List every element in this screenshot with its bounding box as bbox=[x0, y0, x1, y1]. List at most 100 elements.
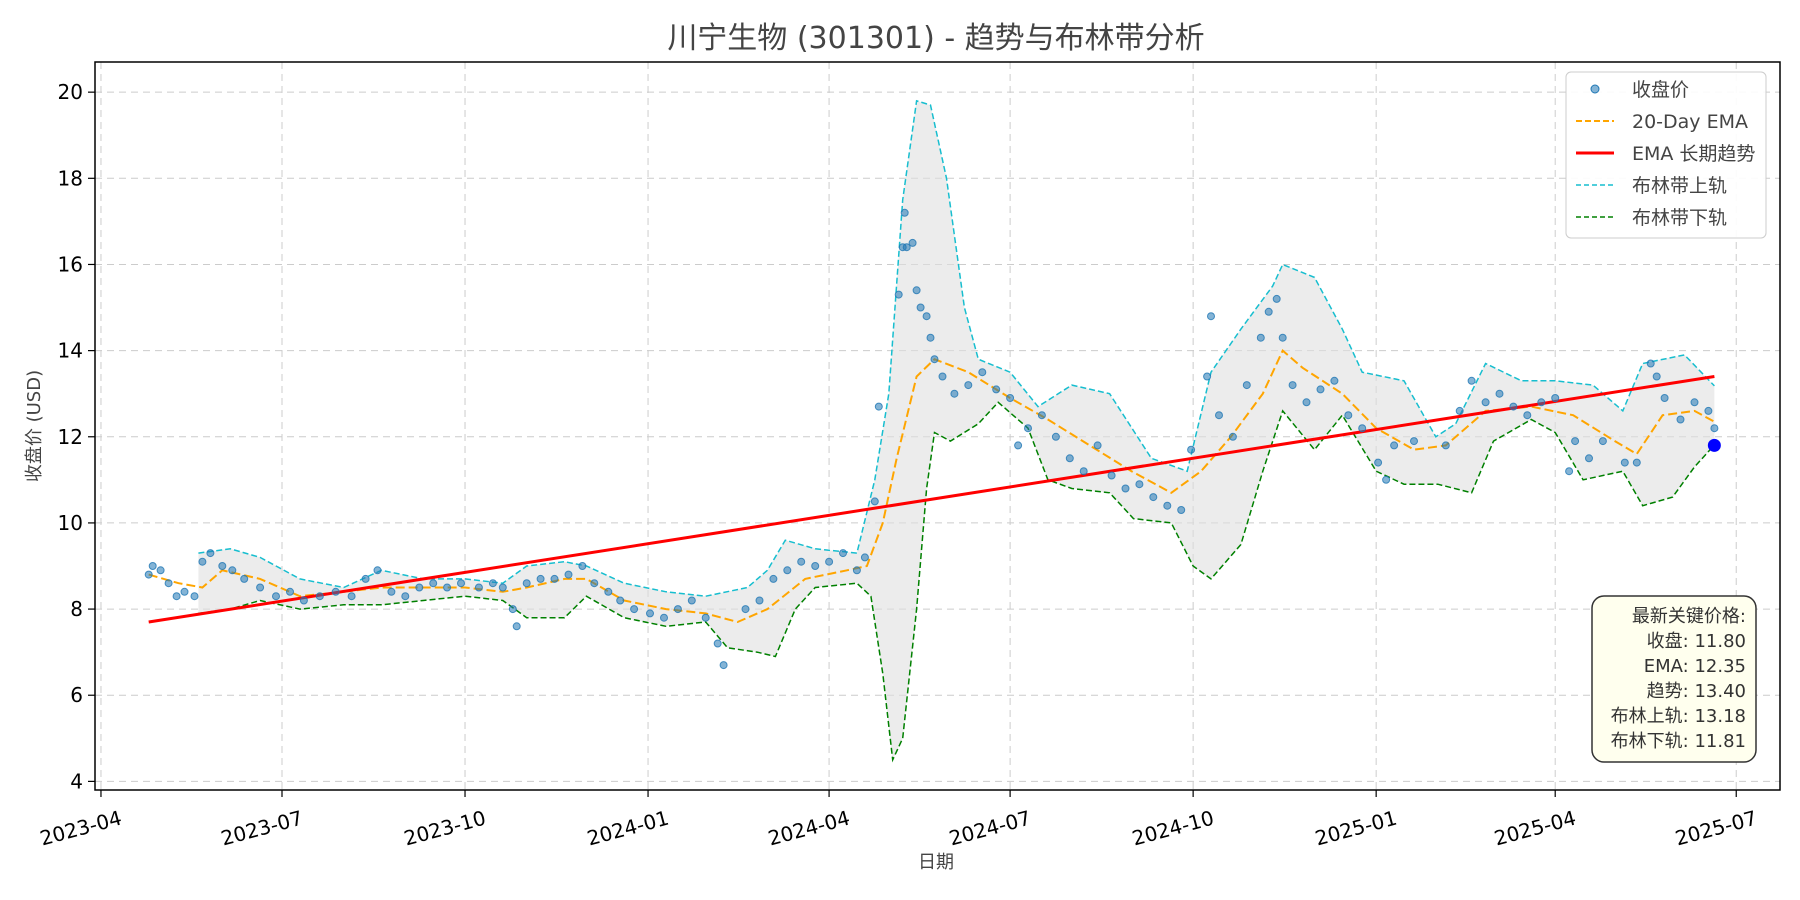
close-price-point bbox=[1215, 411, 1223, 420]
info-box-line: EMA: 12.35 bbox=[1644, 656, 1746, 677]
close-price-point bbox=[1551, 394, 1560, 402]
legend-label: 20-Day EMA bbox=[1632, 111, 1748, 133]
close-price-point bbox=[373, 566, 382, 575]
x-tick-label: 2024-04 bbox=[765, 806, 852, 851]
close-price-point bbox=[741, 605, 750, 614]
close-price-point bbox=[1598, 437, 1607, 446]
close-price-point bbox=[604, 587, 613, 596]
close-price-point bbox=[852, 566, 861, 575]
info-box-line: 布林上轨: 13.18 bbox=[1611, 706, 1746, 727]
close-price-point bbox=[578, 562, 587, 570]
close-price-point bbox=[894, 290, 903, 299]
close-price-point bbox=[1676, 415, 1685, 424]
close-price-point bbox=[1455, 406, 1464, 415]
x-tick-label: 2023-04 bbox=[37, 806, 124, 851]
bollinger-lower-line bbox=[198, 401, 1715, 763]
y-tick-label: 18 bbox=[58, 166, 83, 190]
bollinger-band-area bbox=[198, 100, 1715, 760]
close-price-point bbox=[811, 562, 820, 570]
close-price-point bbox=[1690, 398, 1699, 407]
close-price-point bbox=[1264, 307, 1273, 316]
close-price-point bbox=[1187, 445, 1196, 454]
close-price-point bbox=[825, 557, 834, 566]
close-price-point bbox=[1107, 471, 1116, 480]
close-price-point bbox=[1390, 441, 1399, 450]
close-price-point bbox=[1302, 398, 1311, 407]
close-price-point bbox=[331, 587, 340, 596]
x-tick-label: 2025-01 bbox=[1313, 806, 1400, 851]
close-price-point bbox=[498, 583, 507, 592]
close-price-point bbox=[719, 661, 728, 670]
close-price-point bbox=[272, 592, 280, 601]
close-price-point bbox=[1079, 467, 1088, 476]
close-price-point bbox=[156, 566, 165, 575]
y-tick-label: 20 bbox=[58, 80, 83, 104]
close-price-point bbox=[1065, 454, 1074, 463]
close-price-point bbox=[922, 312, 931, 321]
close-price-point bbox=[1093, 441, 1102, 450]
close-price-point bbox=[874, 402, 883, 411]
close-price-point bbox=[1177, 506, 1186, 514]
x-axis: 2023-04 2023-07 2023-10 2024-01 2024-04 2024-… bbox=[37, 790, 1760, 851]
close-price-point bbox=[616, 596, 625, 605]
latest-close-marker bbox=[1707, 438, 1721, 452]
legend-label: 布林带下轨 bbox=[1632, 207, 1727, 229]
close-price-point bbox=[646, 609, 654, 618]
close-price-point bbox=[347, 592, 356, 601]
y-axis-label: 收盘价 (USD) bbox=[24, 370, 45, 482]
y-tick-label: 14 bbox=[58, 339, 83, 363]
close-price-point bbox=[701, 613, 710, 622]
close-price-point bbox=[522, 579, 531, 588]
close-price-point bbox=[839, 549, 847, 558]
close-price-point bbox=[508, 605, 517, 614]
close-price-point bbox=[315, 592, 324, 601]
info-box-frame bbox=[1591, 595, 1757, 763]
close-price-point bbox=[1660, 394, 1669, 402]
close-price-point bbox=[1585, 454, 1593, 463]
close-price-point bbox=[687, 596, 696, 605]
close-price-point bbox=[1481, 398, 1490, 407]
y-axis: 4 6 8 10 12 14 16 18 20 bbox=[58, 80, 95, 793]
close-price-point bbox=[1051, 432, 1060, 441]
close-price-point bbox=[429, 579, 438, 588]
close-price-point bbox=[950, 389, 959, 398]
close-price-point bbox=[673, 605, 682, 614]
close-price-point bbox=[660, 613, 668, 622]
close-price-point bbox=[550, 574, 559, 583]
close-price-point bbox=[713, 639, 722, 648]
close-price-point bbox=[180, 587, 189, 596]
legend-label: 收盘价 bbox=[1632, 79, 1689, 101]
close-price-point bbox=[1467, 376, 1476, 385]
close-price-point bbox=[1358, 424, 1367, 433]
close-price-point bbox=[206, 549, 215, 558]
close-price-point bbox=[1330, 376, 1339, 385]
close-price-point bbox=[590, 579, 599, 588]
close-price-point bbox=[1163, 501, 1172, 510]
x-tick-label: 2024-01 bbox=[584, 806, 671, 851]
x-tick-label: 2025-04 bbox=[1492, 806, 1579, 851]
trend-line bbox=[148, 375, 1715, 624]
close-price-point bbox=[198, 557, 207, 566]
y-tick-label: 6 bbox=[70, 683, 83, 707]
close-price-point bbox=[564, 570, 573, 579]
close-price-point bbox=[1565, 467, 1574, 476]
close-price-point bbox=[1646, 359, 1655, 368]
close-price-point bbox=[1316, 385, 1325, 394]
close-price-point bbox=[930, 355, 939, 364]
close-price-point bbox=[1523, 411, 1532, 420]
close-price-point bbox=[1006, 394, 1015, 402]
legend-label: 布林带上轨 bbox=[1632, 175, 1727, 197]
plot-frame bbox=[94, 61, 1781, 791]
close-price-point bbox=[1620, 458, 1629, 467]
close-price-point bbox=[512, 622, 521, 631]
close-price-point bbox=[536, 574, 545, 583]
chart-title: 川宁生物 (301301) - 趋势与布林带分析 bbox=[667, 21, 1204, 56]
x-axis-label: 日期 bbox=[918, 852, 954, 873]
close-price-point bbox=[190, 592, 199, 601]
close-price-point bbox=[299, 596, 308, 605]
x-tick-label: 2023-10 bbox=[401, 806, 488, 851]
close-price-point bbox=[1652, 372, 1661, 381]
bollinger-band-fill bbox=[198, 100, 1715, 760]
close-price-point bbox=[1135, 480, 1144, 489]
close-price-point bbox=[1149, 493, 1158, 502]
